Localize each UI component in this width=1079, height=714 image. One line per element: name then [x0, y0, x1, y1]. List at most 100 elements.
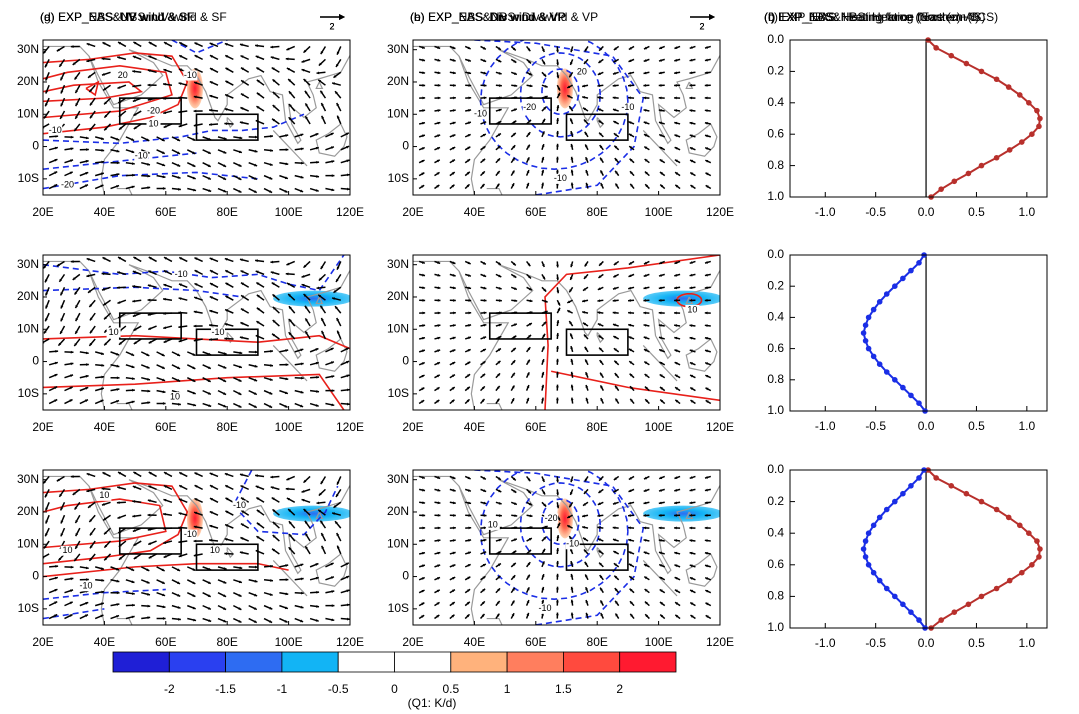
coastline	[458, 479, 720, 575]
arrow-head	[644, 601, 648, 605]
arrow-head	[598, 550, 602, 554]
arrow-head	[316, 71, 320, 75]
region-box	[195, 543, 259, 571]
arrow-head	[585, 612, 589, 616]
arrow-head	[116, 149, 120, 153]
arrow-head	[288, 306, 292, 310]
arrow-head	[467, 589, 471, 592]
arrow-head	[567, 515, 571, 519]
arrow-head	[468, 538, 472, 542]
arrow-head	[133, 126, 137, 130]
arrow-head	[89, 317, 93, 321]
arrow-head	[628, 261, 632, 265]
arrow-head	[674, 539, 677, 542]
contour	[544, 255, 720, 410]
arrow-head	[192, 366, 196, 369]
arrow-head	[101, 363, 105, 367]
arrow-head	[148, 472, 152, 475]
arrow-head	[101, 72, 105, 76]
arrow-head	[511, 385, 515, 389]
arrow-head	[347, 617, 350, 621]
arrow-head	[116, 579, 120, 583]
arrow-head	[225, 510, 229, 514]
arrow-head	[238, 177, 242, 180]
arrow-head	[60, 292, 64, 296]
arrow-head	[570, 182, 574, 186]
arrow-head	[674, 286, 677, 290]
contour-label-bg	[574, 67, 589, 78]
profile-point	[916, 260, 922, 266]
arrow-head	[452, 134, 456, 137]
arrow-head	[69, 399, 73, 402]
arrow-head	[284, 619, 288, 623]
coastline	[413, 45, 510, 195]
arrow-head	[285, 162, 289, 166]
arrow-head	[346, 159, 350, 163]
arrow-head	[467, 576, 471, 580]
arrow-head	[192, 606, 196, 610]
arrow-head	[422, 96, 426, 100]
arrow-head	[482, 134, 486, 137]
arrow-head	[451, 399, 455, 403]
arrow-head	[320, 305, 324, 309]
arrow-head	[238, 365, 242, 369]
arrow-head	[570, 264, 574, 268]
arrow-head	[704, 121, 708, 125]
arrow-head	[132, 299, 136, 303]
coastline	[88, 49, 350, 145]
arrow-head	[451, 387, 455, 390]
arrow-head	[315, 133, 319, 136]
arrow-head	[482, 361, 486, 365]
arrow-head	[421, 159, 425, 163]
arrow-head	[483, 274, 487, 277]
arrow-head	[223, 607, 227, 610]
arrow-head	[436, 614, 440, 618]
arrow-head	[44, 330, 47, 334]
arrow-head	[118, 126, 122, 130]
y-tick-label: 20N	[387, 289, 409, 303]
arrow-head	[658, 501, 662, 505]
contour-label: -10	[184, 70, 197, 80]
heating-east-as	[556, 498, 573, 539]
arrow-head	[598, 490, 602, 493]
arrow-head	[59, 493, 63, 497]
arrow-head	[178, 68, 182, 72]
arrow-head	[336, 533, 340, 537]
arrow-head	[70, 374, 74, 378]
arrow-head	[178, 124, 182, 128]
arrow-head	[612, 108, 616, 112]
arrow-head	[481, 601, 485, 605]
arrow-head	[557, 302, 561, 306]
arrow-head	[255, 44, 258, 48]
y-tick-label: 10S	[18, 171, 39, 185]
arrow-head	[301, 489, 305, 493]
arrow-head	[45, 103, 48, 107]
arrow-head	[192, 164, 196, 167]
arrow-head	[511, 600, 515, 604]
arrow-head	[483, 121, 487, 125]
arrow-head	[614, 575, 618, 579]
arrow-head	[178, 554, 182, 558]
arrow-head	[436, 362, 440, 365]
profile-point	[876, 361, 883, 368]
arrow-head	[316, 375, 320, 379]
arrow-head	[541, 48, 545, 52]
arrow-head	[689, 488, 693, 492]
arrow-head	[643, 501, 647, 505]
arrow-head	[58, 342, 62, 346]
colorbar-label: -0.5	[328, 682, 349, 696]
arrow-head	[600, 600, 604, 604]
profile-point	[860, 330, 867, 336]
coastline	[116, 402, 133, 410]
arrow-head	[301, 59, 305, 63]
arrow-head	[556, 75, 560, 79]
arrow-head	[689, 551, 693, 555]
y-tick-label: 10S	[388, 386, 409, 400]
arrow-head	[86, 148, 89, 152]
arrow-head	[336, 279, 339, 283]
arrow-head	[60, 533, 64, 537]
contour-label-bg	[146, 106, 161, 117]
arrow-head	[56, 478, 60, 482]
arrow-head	[629, 146, 633, 149]
arrow-head	[513, 489, 517, 493]
